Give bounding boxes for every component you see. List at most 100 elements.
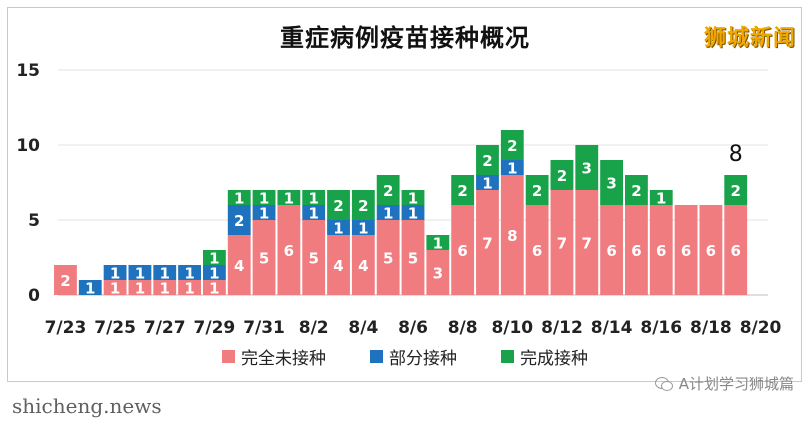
data-label-unvaccinated: 7 [557, 235, 567, 253]
data-label-partial: 2 [234, 212, 244, 230]
x-tick-label: 7/23 [45, 318, 87, 338]
footer-account: A计划学习狮城篇 [654, 373, 794, 394]
bar-full [227, 190, 251, 205]
data-label-full: 1 [433, 235, 443, 253]
data-label-full: 2 [557, 167, 567, 185]
x-tick-label: 8/12 [541, 318, 583, 338]
bar-full [525, 175, 549, 205]
data-label-unvaccinated: 6 [656, 242, 666, 260]
data-label-unvaccinated: 6 [457, 242, 467, 260]
data-label-full: 2 [532, 182, 542, 200]
x-tick-label: 7/27 [144, 318, 186, 338]
bar-full [625, 175, 648, 205]
bar-unvaccinated [376, 220, 400, 295]
bar-full [302, 190, 326, 205]
data-label-partial: 1 [408, 205, 418, 223]
bar-full [401, 190, 425, 205]
data-label-partial: 1 [333, 220, 343, 238]
data-label-partial: 1 [482, 175, 492, 193]
data-label-unvaccinated: 4 [358, 257, 368, 275]
bar-unvaccinated [327, 235, 350, 295]
data-label-unvaccinated: 6 [631, 242, 641, 260]
bar-partial [401, 205, 425, 220]
data-label-full: 3 [582, 160, 592, 178]
bar-unvaccinated [128, 280, 152, 295]
bar-unvaccinated [649, 205, 673, 295]
data-label-full: 2 [383, 182, 393, 200]
x-tick-label: 8/18 [690, 318, 732, 338]
legend-label-full: 完成接种 [520, 349, 588, 369]
data-label-partial: 1 [259, 205, 269, 223]
data-label-unvaccinated: 5 [408, 250, 418, 268]
bar-full [575, 145, 599, 190]
bar-unvaccinated [252, 220, 276, 295]
bar-unvaccinated [153, 280, 177, 295]
bar-full [327, 190, 350, 220]
x-tick-label: 8/20 [740, 318, 782, 338]
data-label-unvaccinated: 7 [482, 235, 492, 253]
data-label-full: 3 [606, 175, 616, 193]
data-label-unvaccinated: 6 [681, 242, 691, 260]
bar-partial [252, 205, 276, 220]
bar-partial [178, 265, 201, 280]
bar-unvaccinated [699, 205, 723, 295]
legend-swatch-partial [370, 350, 383, 363]
bar-unvaccinated [500, 175, 524, 295]
y-tick-label: 15 [16, 61, 40, 81]
y-tick-label: 5 [28, 211, 40, 231]
data-label-partial: 1 [209, 265, 219, 283]
data-label-full: 2 [482, 152, 492, 170]
data-label-unvaccinated: 3 [433, 265, 443, 283]
x-tick-label: 8/16 [640, 318, 682, 338]
bar-unvaccinated [575, 190, 599, 295]
data-label-unvaccinated: 1 [184, 280, 194, 298]
bar-full [451, 175, 475, 205]
total-annotation: 8 [729, 142, 743, 167]
bar-full [351, 190, 375, 220]
data-label-full: 1 [284, 190, 294, 208]
data-label-full: 2 [457, 182, 467, 200]
bar-full [202, 250, 226, 265]
bar-partial [351, 220, 375, 235]
x-tick-label: 8/14 [591, 318, 633, 338]
x-tick-label: 8/10 [491, 318, 533, 338]
data-label-unvaccinated: 6 [284, 242, 294, 260]
data-label-full: 2 [631, 182, 641, 200]
bar-partial [327, 220, 350, 235]
bar-unvaccinated [302, 220, 326, 295]
footer-account-name: A计划学习狮城篇 [678, 375, 794, 393]
bar-partial [202, 265, 226, 280]
bar-full [649, 190, 673, 205]
bar-unvaccinated [227, 235, 251, 295]
data-label-unvaccinated: 6 [532, 242, 542, 260]
data-label-full: 1 [656, 190, 666, 208]
bar-unvaccinated [202, 280, 226, 295]
bar-unvaccinated [103, 280, 127, 295]
bar-full [724, 175, 748, 205]
bar-full [426, 235, 450, 250]
y-tick-label: 0 [28, 286, 40, 306]
legend-swatch-unvaccinated [222, 350, 235, 363]
data-label-full: 2 [358, 197, 368, 215]
data-label-full: 1 [209, 250, 219, 268]
data-label-partial: 1 [110, 265, 120, 283]
x-tick-label: 8/8 [448, 318, 478, 338]
data-label-unvaccinated: 1 [160, 280, 170, 298]
bar-partial [128, 265, 152, 280]
bar-partial [302, 205, 326, 220]
data-label-partial: 1 [383, 205, 393, 223]
bar-unvaccinated [625, 205, 648, 295]
data-label-partial: 1 [160, 265, 170, 283]
bar-unvaccinated [724, 205, 748, 295]
wechat-icon [654, 376, 673, 391]
data-label-unvaccinated: 5 [259, 250, 269, 268]
bar-unvaccinated [54, 265, 77, 295]
bar-full [550, 160, 574, 190]
data-label-partial: 1 [85, 280, 95, 298]
data-label-full: 2 [731, 182, 741, 200]
legend-label-unvaccinated: 完全未接种 [241, 349, 326, 369]
bar-full [252, 190, 276, 205]
bar-unvaccinated [476, 190, 499, 295]
legend-item-partial: 部分接种 [370, 344, 457, 369]
